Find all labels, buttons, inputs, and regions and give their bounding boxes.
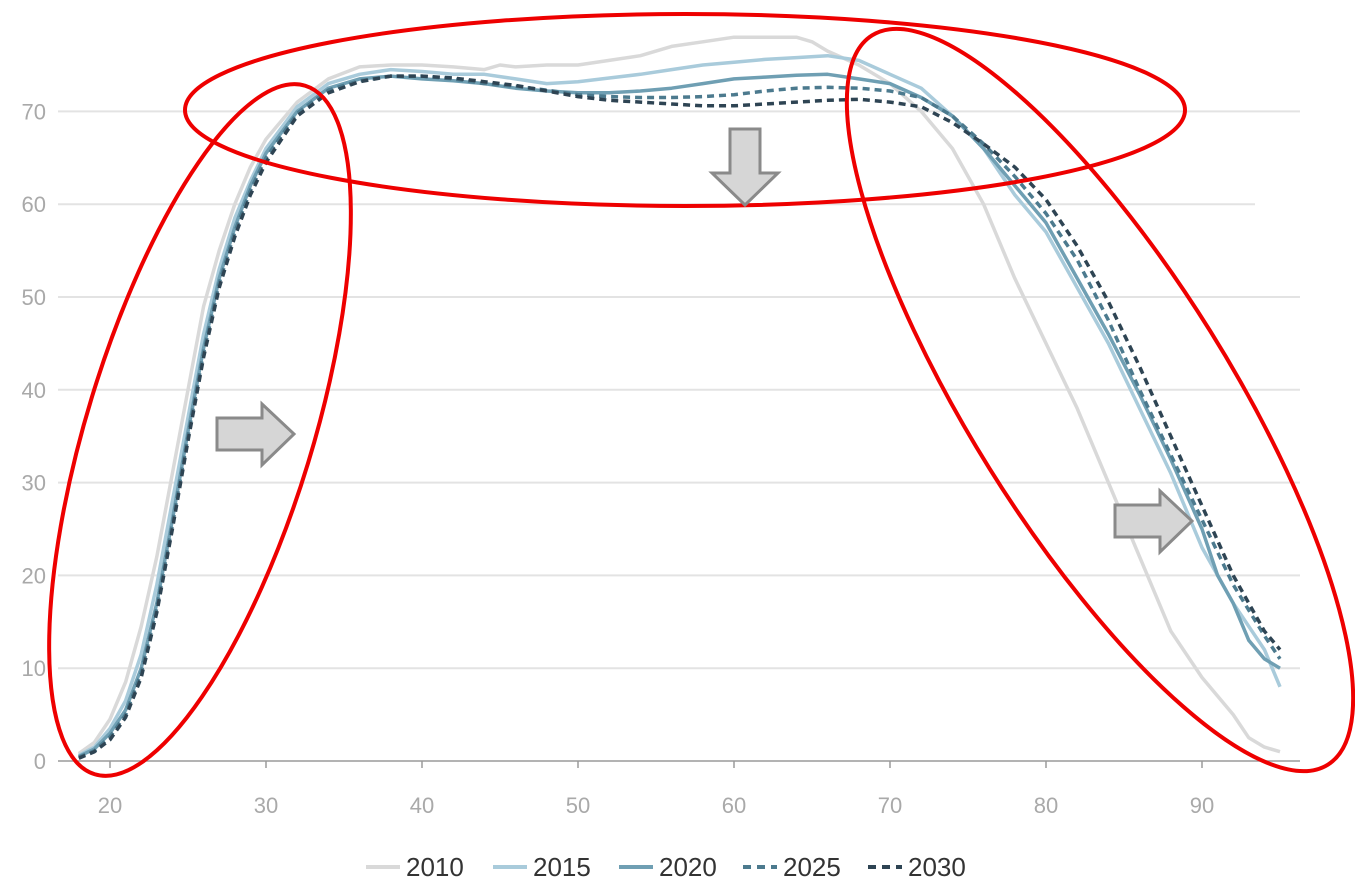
y-tick-label: 70 [22, 99, 46, 124]
annotations [47, 12, 1355, 778]
x-tick-label: 70 [878, 793, 902, 818]
legend-label: 2020 [659, 852, 717, 882]
series-line-2025 [78, 74, 1282, 759]
x-tick-label: 90 [1190, 793, 1214, 818]
late-decline-highlight-ellipse [844, 26, 1355, 774]
legend-label: 2010 [406, 852, 464, 882]
x-tick-label: 20 [98, 793, 122, 818]
x-tick-label: 60 [722, 793, 746, 818]
y-axis-tick-labels: 0 10 20 30 40 50 60 70 [22, 99, 46, 774]
x-tick-label: 50 [566, 793, 590, 818]
legend-label: 2030 [908, 852, 966, 882]
down-arrow-icon [708, 127, 782, 208]
legend-label: 2015 [533, 852, 591, 882]
y-tick-label: 60 [22, 192, 46, 217]
legend-label: 2025 [783, 852, 841, 882]
x-tick-label: 40 [410, 793, 434, 818]
y-tick-label: 20 [22, 563, 46, 588]
series-line-2010 [77, 35, 1281, 756]
right-arrow-icon [1113, 487, 1195, 556]
early-rise-highlight-ellipse [47, 82, 353, 778]
y-tick-label: 50 [22, 285, 46, 310]
plateau-highlight-ellipse [183, 12, 1187, 208]
y-tick-label: 0 [34, 749, 46, 774]
x-axis-tick-labels: 20 30 40 50 60 70 80 90 [98, 761, 1214, 818]
x-tick-label: 80 [1034, 793, 1058, 818]
series-line-2015 [77, 53, 1282, 757]
right-arrow-icon [215, 400, 297, 469]
series-lines [77, 35, 1282, 760]
legend: 2010 2015 2020 2025 2030 [366, 852, 966, 882]
y-tick-label: 10 [22, 656, 46, 681]
series-line-2030 [78, 74, 1282, 760]
x-tick-label: 30 [254, 793, 278, 818]
y-tick-label: 30 [22, 471, 46, 496]
y-tick-label: 40 [22, 378, 46, 403]
